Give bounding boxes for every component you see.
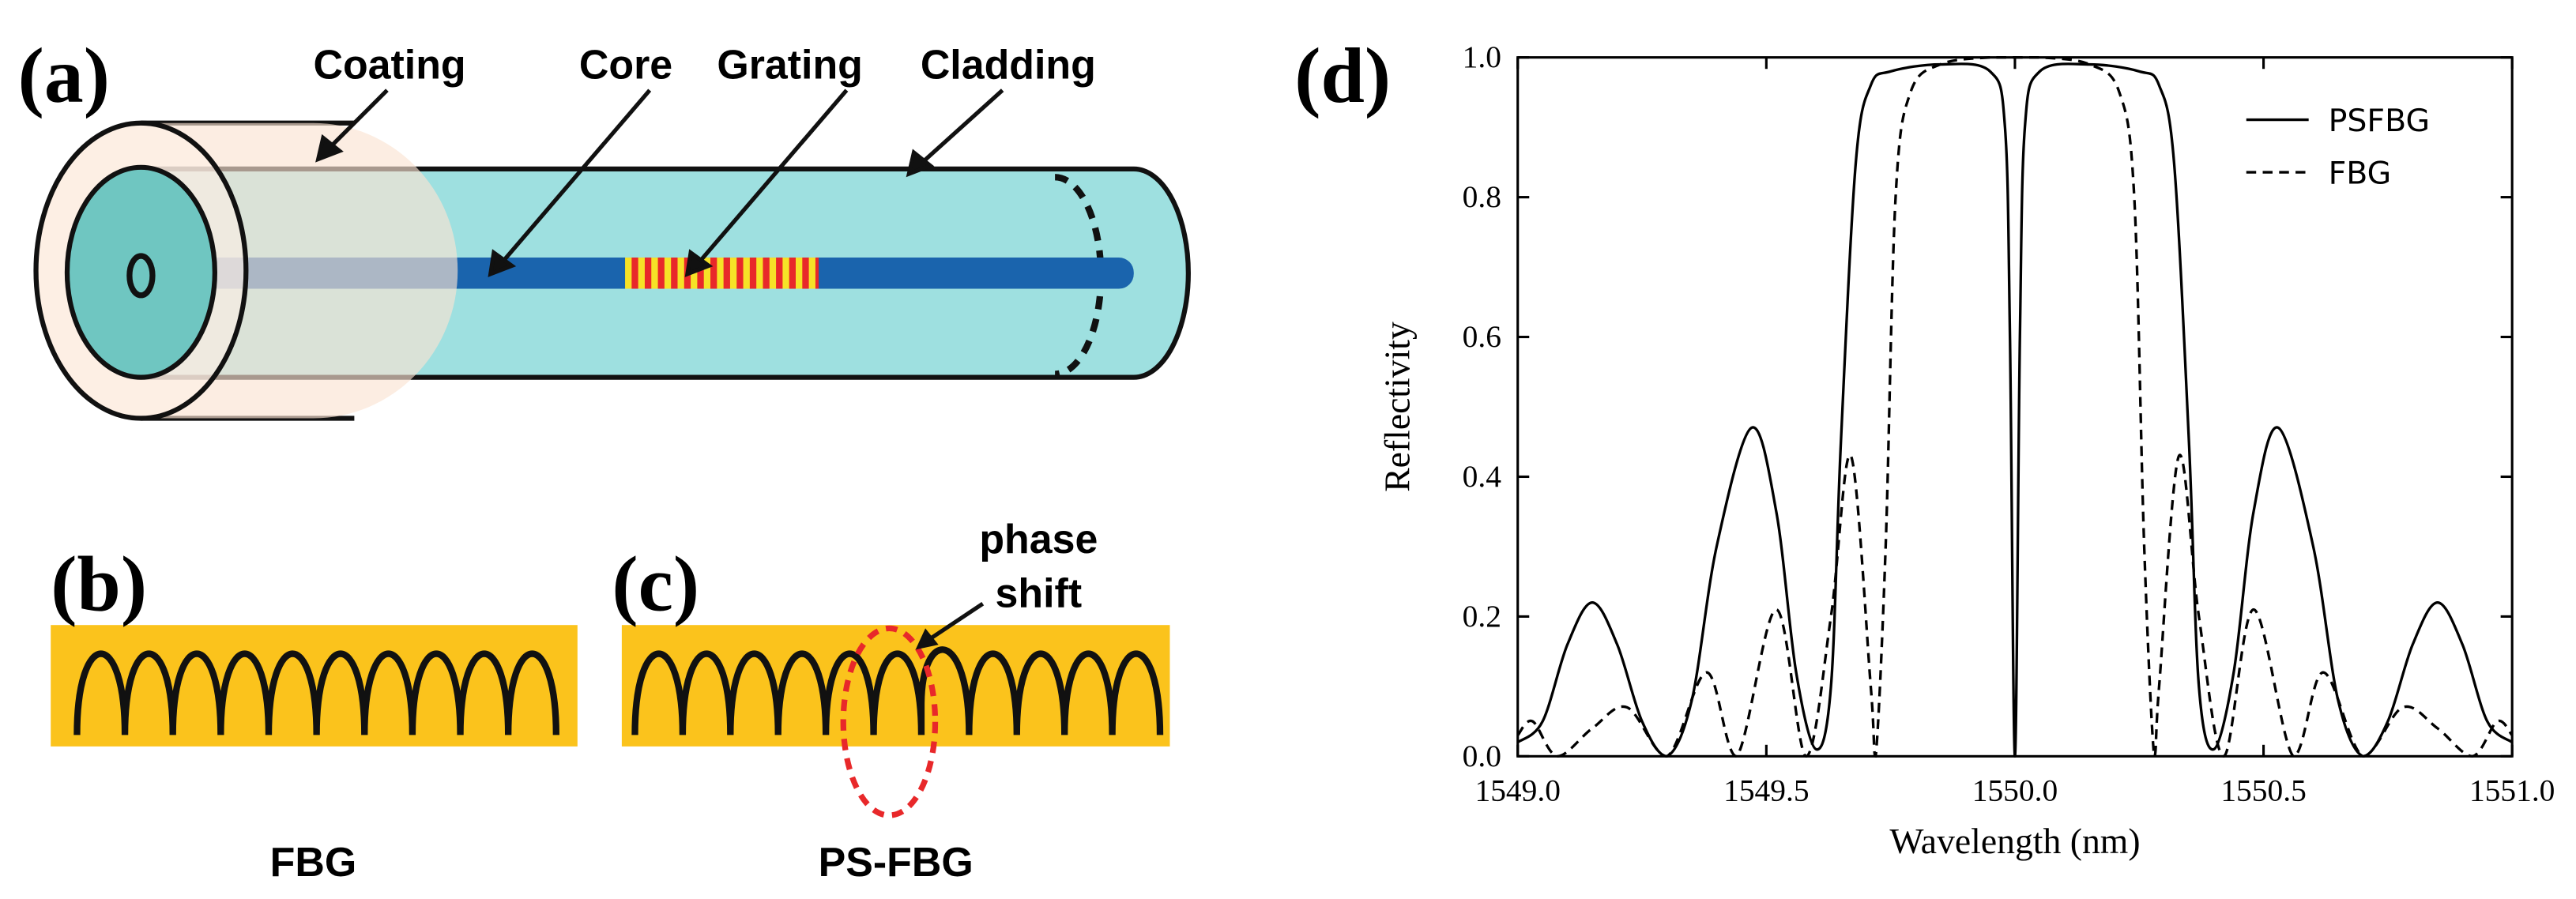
grating-wave <box>73 650 559 735</box>
caption: FBG <box>270 840 357 886</box>
grating <box>625 258 819 289</box>
annotation: shift <box>996 570 1083 616</box>
legend-label: PSFBG <box>2329 103 2430 139</box>
panel-label: (b) <box>51 540 147 628</box>
series-line <box>1516 62 2514 758</box>
x-tick-label: 1550.5 <box>2220 773 2306 807</box>
x-axis-title: Wavelength (nm) <box>1889 821 2140 861</box>
label-arrows <box>315 88 1004 277</box>
panel-label: (c) <box>612 540 699 628</box>
grating-wave <box>631 646 1164 735</box>
y-tick-label: 0.6 <box>1463 319 1501 354</box>
arrow-head <box>915 628 939 650</box>
phase-shift-marker <box>840 625 939 818</box>
core-face <box>126 253 156 299</box>
y-tick-label: 0.4 <box>1463 459 1502 494</box>
component-label: Grating <box>717 43 863 88</box>
panel-label: (a) <box>18 32 110 119</box>
y-tick-label: 0.0 <box>1463 739 1501 773</box>
y-tick-label: 0.8 <box>1463 179 1501 214</box>
x-tick-label: 1551.0 <box>2469 773 2555 807</box>
component-label: Coating <box>313 43 465 88</box>
legend-label: FBG <box>2329 156 2392 192</box>
panel-label: (d) <box>1294 32 1391 119</box>
component-label: Cladding <box>921 43 1096 88</box>
caption: PS-FBG <box>819 840 974 886</box>
y-tick-label: 1.0 <box>1463 39 1501 74</box>
y-axis-title: Reflectivity <box>1377 322 1418 492</box>
psfbg-band <box>621 625 1170 747</box>
fiber-diagram <box>33 88 1191 421</box>
annotation: phase <box>979 517 1098 562</box>
x-tick-label: 1549.5 <box>1723 773 1809 807</box>
x-tick-label: 1549.0 <box>1475 773 1561 807</box>
component-label: Core <box>579 43 672 88</box>
cladding-face <box>64 164 217 380</box>
x-tick-label: 1550.0 <box>1972 773 2058 807</box>
y-tick-label: 0.2 <box>1463 599 1501 634</box>
arrow <box>927 602 985 642</box>
series-line <box>1516 56 2514 758</box>
